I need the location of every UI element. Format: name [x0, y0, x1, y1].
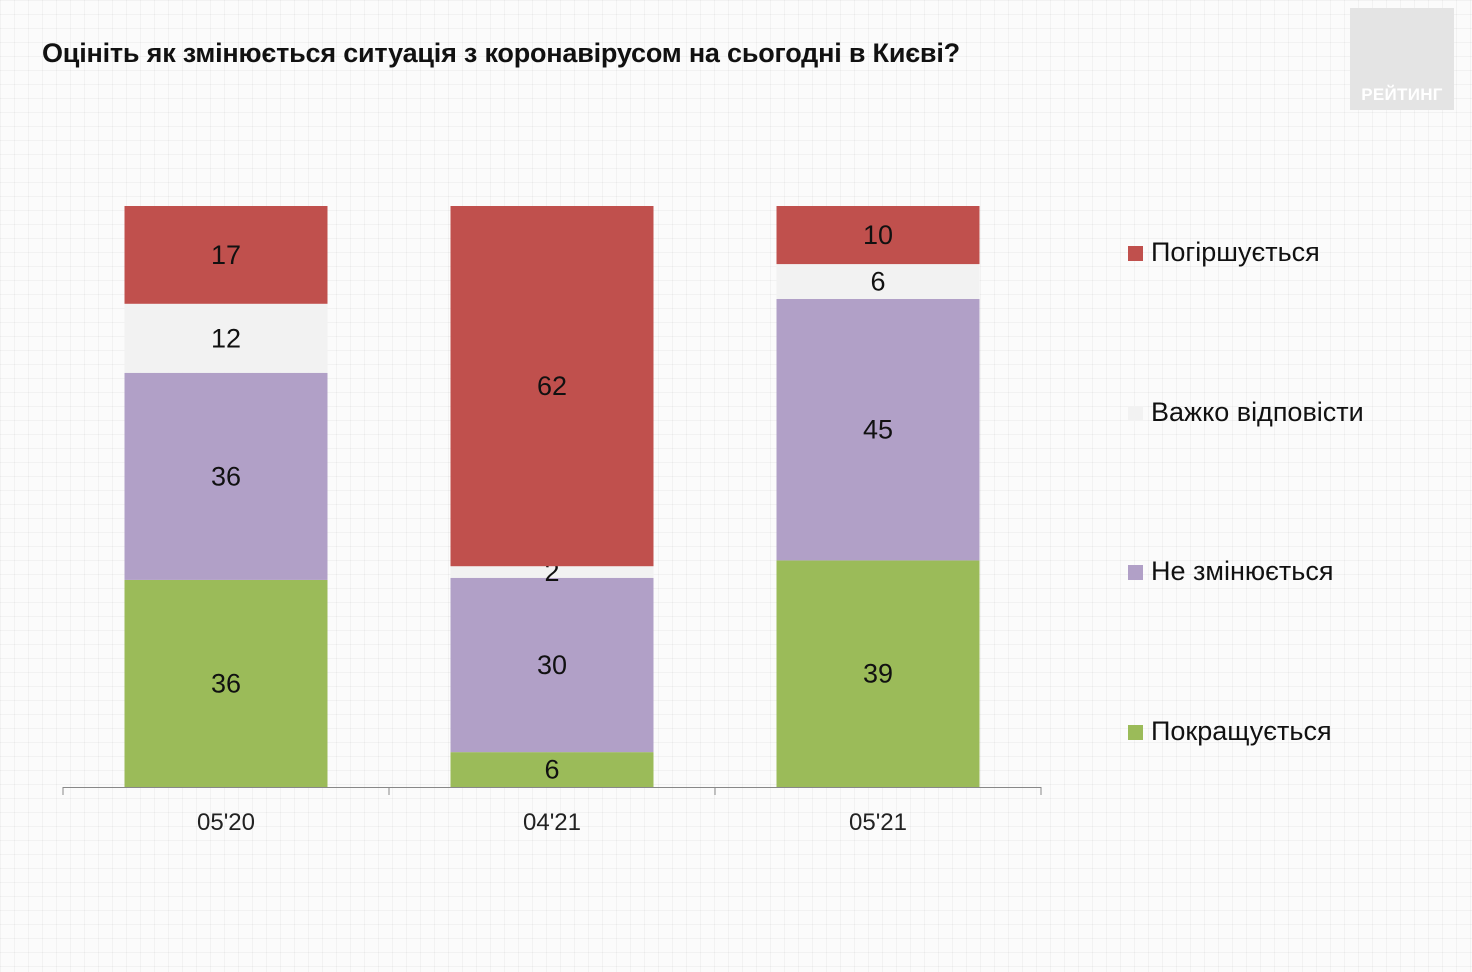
bar-segment: [124, 303, 328, 373]
legend-label: Погіршується: [1151, 237, 1320, 267]
data-label: 30: [537, 650, 567, 680]
bar-segment: [450, 577, 654, 753]
data-label: 36: [211, 461, 241, 491]
data-label: 6: [544, 755, 559, 785]
x-tick-label: 05'20: [197, 809, 255, 836]
data-label: 10: [863, 220, 893, 250]
data-label: 36: [211, 668, 241, 698]
data-label: 39: [863, 659, 893, 689]
bar-segment: [776, 298, 980, 561]
legend-swatch: [1128, 725, 1143, 740]
chart-title: Оцініть як змінюється ситуація з коронав…: [42, 38, 960, 68]
bar-segment: [776, 560, 980, 787]
data-label: 62: [537, 371, 567, 401]
data-label: 17: [211, 240, 241, 270]
legend-label: Покращується: [1151, 716, 1332, 746]
bar-segment: [450, 752, 654, 787]
bar-segment: [450, 566, 654, 578]
bar-segment: [776, 264, 980, 299]
data-label: 12: [211, 323, 241, 353]
legend-swatch: [1128, 406, 1143, 421]
bar-segment: [776, 206, 980, 265]
legend-swatch: [1128, 246, 1143, 261]
x-axis: 05'20 04'21 05'21: [62, 787, 1042, 836]
legend-swatch: [1128, 565, 1143, 580]
x-tick-label: 05'21: [849, 809, 907, 836]
bar-segment: [124, 206, 328, 304]
logo-text: РЕЙТИНГ: [1361, 85, 1443, 104]
bar-segment: [124, 579, 328, 787]
reyting-logo: РЕЙТИНГ: [1350, 8, 1454, 110]
bar-segment: [450, 206, 654, 567]
data-label: 6: [870, 267, 885, 297]
bar-segment: [124, 372, 328, 580]
legend-label: Важко відповісти: [1151, 397, 1364, 427]
data-label: 45: [863, 415, 893, 445]
legend-label: Не змінюється: [1151, 556, 1334, 586]
x-tick-label: 04'21: [523, 809, 581, 836]
